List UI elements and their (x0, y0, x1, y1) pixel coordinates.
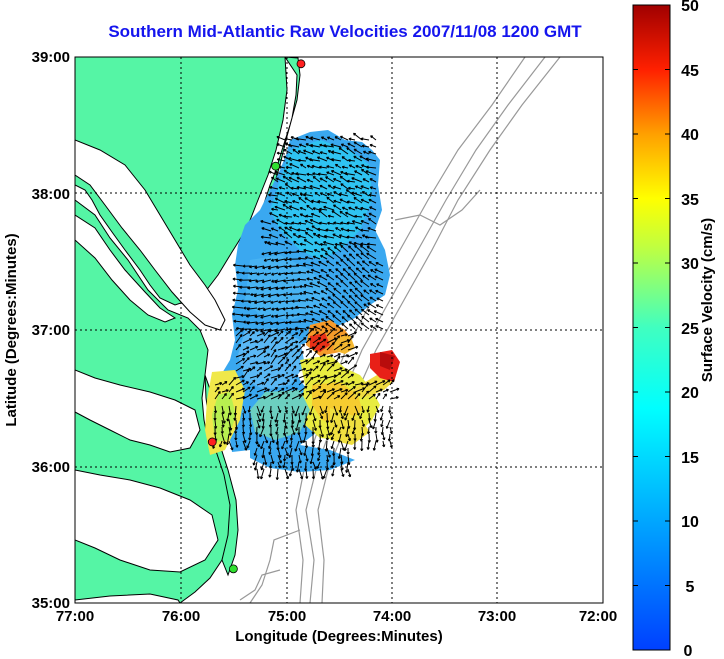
x-tick-label: 75:00 (268, 608, 306, 625)
y-tick-label: 37:00 (32, 322, 70, 339)
grid-lines (75, 57, 603, 603)
colorbar-tick-label: 15 (681, 450, 699, 467)
station-marker (296, 59, 306, 69)
y-tick-label: 35:00 (32, 595, 70, 612)
y-axis: 39:00 38:00 37:00 36:00 35:00 (32, 49, 70, 612)
velocity-field (205, 130, 400, 472)
colorbar-tick-label: 35 (681, 192, 699, 209)
colorbar-tick-label: 30 (681, 256, 699, 273)
y-tick-label: 38:00 (32, 186, 70, 203)
station-marker (207, 437, 217, 447)
velocity-vectors (212, 132, 400, 480)
station-markers (207, 59, 306, 574)
colorbar-tick-label: 45 (681, 63, 699, 80)
colorbar-tick-label: 25 (681, 321, 699, 338)
colorbar-label: Surface Velocity (cm/s) (699, 218, 716, 382)
x-tick-label: 77:00 (56, 608, 94, 625)
y-tick-label: 39:00 (32, 49, 70, 66)
chesapeake-bay (75, 139, 226, 603)
colorbar-tick-label: 40 (681, 127, 699, 144)
map-title: Southern Mid-Atlantic Raw Velocities 200… (108, 22, 582, 41)
x-axis: 77:00 76:00 75:00 74:00 73:00 72:00 Long… (56, 608, 617, 645)
x-tick-label: 73:00 (478, 608, 516, 625)
colorbar-tick-label: 5 (686, 579, 695, 596)
plot-frame (74, 56, 604, 604)
colorbar-tick-label: 0 (684, 643, 693, 659)
x-tick-label: 74:00 (373, 608, 411, 625)
colorbar-gradient (632, 4, 671, 651)
colorbar-tick-label: 10 (681, 514, 699, 531)
x-tick-label: 76:00 (162, 608, 200, 625)
station-marker (228, 564, 238, 574)
station-marker (271, 161, 281, 171)
colorbar-tick-label: 20 (681, 385, 699, 402)
colorbar: 50 45 40 35 30 25 20 15 10 5 0 Surface V… (632, 0, 716, 659)
x-tick-label: 72:00 (579, 608, 617, 625)
y-axis-label: Latitude (Degrees:Minutes) (3, 233, 20, 426)
x-axis-label: Longitude (Degrees:Minutes) (235, 628, 443, 645)
y-tick-label: 36:00 (32, 459, 70, 476)
colorbar-tick-label: 50 (681, 0, 699, 15)
